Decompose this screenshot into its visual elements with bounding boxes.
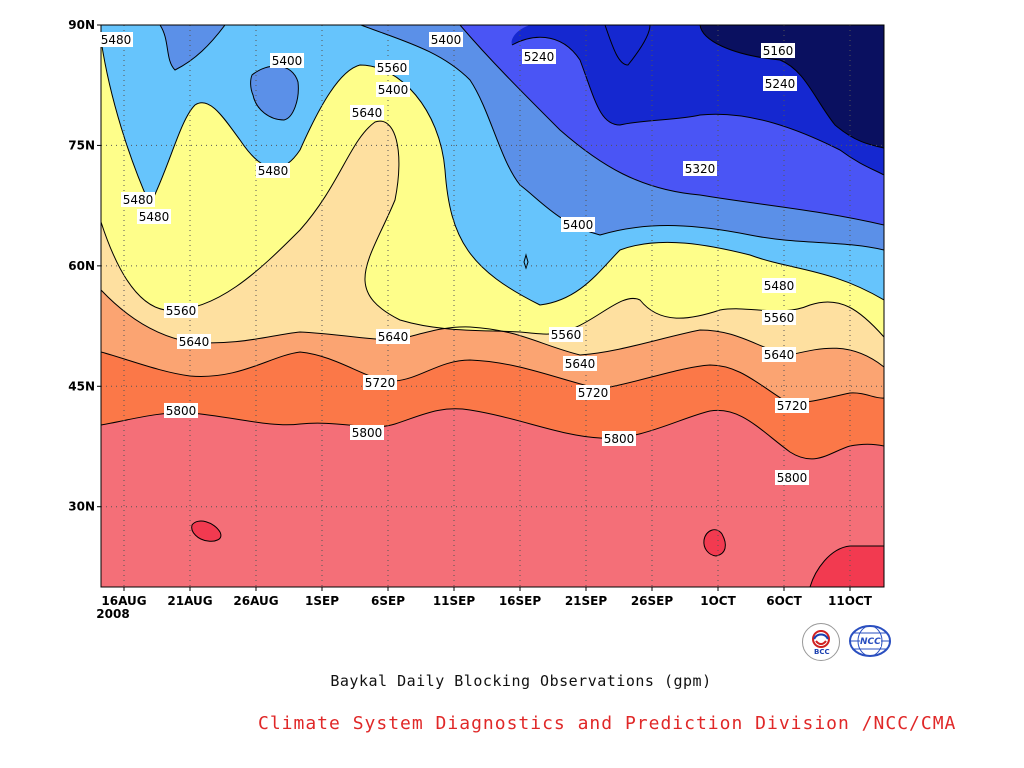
- x-axis-labels: 16AUG 21AUG 26AUG 1SEP 6SEP 11SEP 16SEP 21SEP 26…: [96, 594, 872, 621]
- contour-label: 5800: [164, 403, 198, 418]
- ncc-logo: NCC: [846, 623, 891, 659]
- contour-label: 5160: [761, 43, 795, 58]
- contour-label: 5400: [376, 82, 410, 97]
- bcc-logo-text: BCC: [814, 648, 830, 656]
- svg-text:5400: 5400: [563, 218, 594, 232]
- x-tick-label: 26SEP: [631, 594, 674, 608]
- contour-label: 5640: [376, 329, 410, 344]
- cell-5880-b: [703, 529, 726, 556]
- x-tick-label: 11OCT: [828, 594, 873, 608]
- svg-text:5800: 5800: [604, 432, 635, 446]
- cell-5880-a: [191, 521, 221, 542]
- y-tick-label: 75N: [68, 138, 95, 152]
- x-tick-label: 1SEP: [305, 594, 339, 608]
- x-tick-label: 16SEP: [499, 594, 542, 608]
- contour-label: 5400: [429, 32, 463, 47]
- x-tick-label: 11SEP: [433, 594, 476, 608]
- contour-label: 5480: [137, 209, 171, 224]
- x-year-label: 2008: [96, 607, 129, 621]
- contour-label: 5400: [561, 217, 595, 232]
- contour-label: 5240: [763, 76, 797, 91]
- svg-text:5560: 5560: [377, 61, 408, 75]
- svg-text:5800: 5800: [166, 404, 197, 418]
- svg-text:5400: 5400: [378, 83, 409, 97]
- pocket-5320: [250, 65, 299, 120]
- contour-label: 5640: [177, 334, 211, 349]
- contour-label: 5400: [270, 53, 304, 68]
- bcc-logo: BCC: [802, 623, 840, 661]
- chart-title: Baykal Daily Blocking Observations (gpm): [330, 672, 712, 690]
- contour-label: 5720: [363, 375, 397, 390]
- band-lt5160: [700, 25, 884, 148]
- svg-text:5240: 5240: [765, 77, 796, 91]
- contour-label: 5800: [775, 470, 809, 485]
- grid: [101, 25, 884, 587]
- svg-text:5480: 5480: [258, 164, 289, 178]
- svg-text:5160: 5160: [763, 44, 794, 58]
- ncc-logo-text: NCC: [860, 637, 881, 647]
- contour-label: 5560: [164, 303, 198, 318]
- svg-text:5560: 5560: [764, 311, 795, 325]
- contour-label: 5800: [602, 431, 636, 446]
- svg-text:5640: 5640: [378, 330, 409, 344]
- plot-frame: [100, 24, 885, 588]
- y-tick-label: 90N: [68, 18, 95, 32]
- contour-label: 5480: [256, 163, 290, 178]
- contour-label: 5480: [762, 278, 796, 293]
- footer-credit: Climate System Diagnostics and Predictio…: [258, 713, 957, 734]
- svg-text:5720: 5720: [777, 399, 808, 413]
- contour-label: 5800: [350, 425, 384, 440]
- y-tick-label: 45N: [68, 379, 95, 393]
- contour-chart: 16AUG 21AUG 26AUG 1SEP 6SEP 11SEP 16SEP 21SEP 26…: [68, 18, 885, 621]
- svg-text:5720: 5720: [365, 376, 396, 390]
- cell-5880: [810, 546, 884, 587]
- x-tick-label: 26AUG: [233, 594, 278, 608]
- contour-label: 5560: [549, 327, 583, 342]
- x-tick-label: 6SEP: [371, 594, 405, 608]
- contour-label: 5240: [522, 49, 556, 64]
- contour-label: 5720: [775, 398, 809, 413]
- svg-text:5480: 5480: [139, 210, 170, 224]
- contour-label: 5640: [563, 356, 597, 371]
- svg-text:5640: 5640: [352, 106, 383, 120]
- y-tick-label: 60N: [68, 259, 95, 273]
- contour-label: 5320: [683, 161, 717, 176]
- svg-text:5640: 5640: [764, 348, 795, 362]
- contour-label: 5560: [762, 310, 796, 325]
- svg-text:5720: 5720: [578, 386, 609, 400]
- contour-label: 5480: [99, 32, 133, 47]
- x-tick-label: 21AUG: [167, 594, 212, 608]
- x-tick-label: 6OCT: [766, 594, 802, 608]
- svg-text:5240: 5240: [524, 50, 555, 64]
- contour-label: 5640: [350, 105, 384, 120]
- bcc-emblem-icon: [812, 630, 830, 648]
- svg-text:5800: 5800: [777, 471, 808, 485]
- contour-label: 5640: [762, 347, 796, 362]
- svg-text:5800: 5800: [352, 426, 383, 440]
- contour-label: 5480: [121, 192, 155, 207]
- x-tick-label: 1OCT: [700, 594, 736, 608]
- svg-text:5480: 5480: [123, 193, 154, 207]
- svg-text:5480: 5480: [764, 279, 795, 293]
- svg-text:5640: 5640: [179, 335, 210, 349]
- svg-text:5560: 5560: [551, 328, 582, 342]
- contour-label: 5560: [375, 60, 409, 75]
- svg-text:5400: 5400: [272, 54, 303, 68]
- svg-text:5400: 5400: [431, 33, 462, 47]
- svg-text:5320: 5320: [685, 162, 716, 176]
- axis-ticks: [97, 24, 851, 591]
- contour-label: 5720: [576, 385, 610, 400]
- svg-text:5560: 5560: [166, 304, 197, 318]
- x-tick-label: 16AUG: [101, 594, 146, 608]
- y-axis-labels: 90N 75N 60N 45N 30N: [68, 18, 95, 514]
- contour-labels: 5480 5400 5400 5240 5160 5480 5560 5240 5640 5480…: [99, 32, 809, 485]
- svg-text:5480: 5480: [101, 33, 132, 47]
- x-tick-label: 21SEP: [565, 594, 608, 608]
- y-tick-label: 30N: [68, 500, 95, 514]
- svg-text:5640: 5640: [565, 357, 596, 371]
